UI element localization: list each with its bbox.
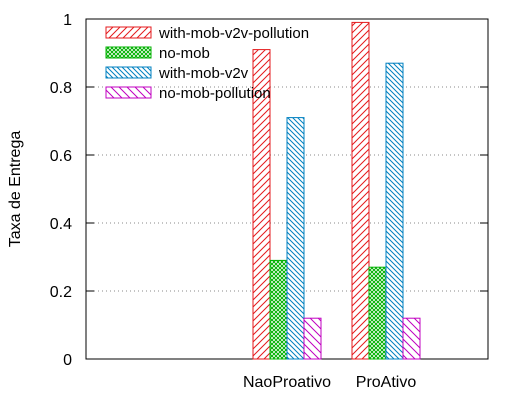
bar-no-mob-pollution-NaoProativo [303,317,322,360]
legend-label: no-mob-pollution [159,85,271,102]
bar-no-mob-pollution-ProAtivo [402,317,421,360]
legend-swatch-with-mob-v2v-pollution [105,26,152,39]
bars [252,21,421,360]
legend-label: with-mob-v2v [158,65,249,82]
x-axis-tick-labels: NaoProativo ProAtivo [243,374,416,391]
bar-with-mob-v2v-NaoProativo [286,117,305,360]
legend-label: with-mob-v2v-pollution [158,25,309,42]
x-tick-label: ProAtivo [356,374,417,391]
y-tick-label: 1 [63,12,72,29]
bar-with-mob-v2v-ProAtivo [385,62,404,360]
legend: with-mob-v2v-pollution no-mob with-mob-v2v… [105,25,309,102]
bar-no-mob-NaoProativo [269,259,288,360]
legend-swatch-with-mob-v2v [105,66,152,79]
y-axis-title: Taxa de Entrega [7,131,24,248]
x-tick-label: NaoProativo [243,374,331,391]
y-tick-label: 0.4 [50,216,72,233]
y-tick-label: 0.6 [50,148,72,165]
y-tick-label: 0.2 [50,284,72,301]
legend-swatch-no-mob [105,46,152,59]
bar-no-mob-ProAtivo [368,266,387,360]
bar-with-mob-v2v-pollution-NaoProativo [252,49,271,360]
y-tick-label: 0 [63,352,72,369]
legend-label: no-mob [159,45,210,62]
legend-swatch-no-mob-pollution [105,86,152,99]
y-tick-label: 0.8 [50,80,72,97]
bar-with-mob-v2v-pollution-ProAtivo [351,21,370,360]
